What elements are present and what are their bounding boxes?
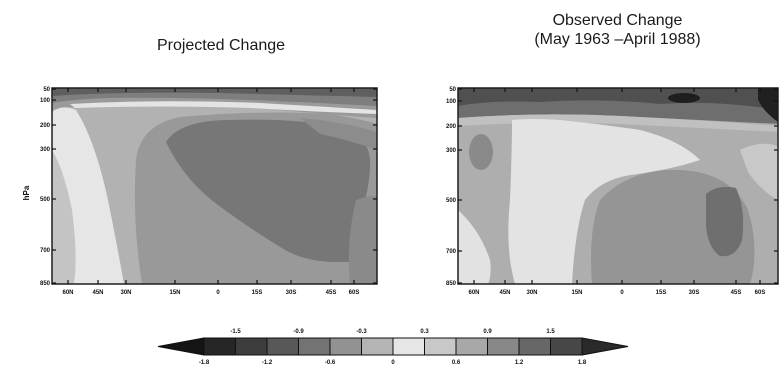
y-tick-label: 850 — [446, 281, 457, 287]
colorbar-segment — [550, 337, 583, 356]
colorbar-segment — [235, 337, 268, 356]
projected-frame — [51, 87, 378, 285]
colorbar-segment — [518, 337, 551, 356]
projected-ticks: 60N 45N 30N 15N 0 15S 30S 45S 60S 50 100 200 300 500 7… — [40, 87, 377, 296]
observed-frame — [457, 87, 779, 285]
colorbar-label-top: -0.3 — [356, 329, 367, 335]
observed-contour-fills — [458, 88, 778, 284]
contour-strat-light — [458, 114, 778, 132]
contour-dark-corner — [758, 88, 778, 122]
x-tick-label: 45N — [499, 290, 510, 296]
colorbar-label-bottom: 1.2 — [515, 360, 524, 366]
y-tick-label: 100 — [40, 98, 51, 104]
contour-right-edge — [348, 196, 377, 284]
observed-change-panel: 60N 45N 30N 15N 0 15S 30S 45S 60S 50 100 200 300 500 7… — [446, 87, 779, 296]
colorbar-label-bottom: 1.8 — [578, 360, 587, 366]
x-tick-label: 30S — [689, 290, 700, 296]
colorbar-segment — [455, 337, 488, 356]
contour-strat-light — [70, 101, 377, 114]
x-tick-label: 45N — [92, 290, 103, 296]
contour-left-edge — [52, 150, 76, 284]
colorbar-segment — [298, 337, 331, 356]
observed-ticks: 60N 45N 30N 15N 0 15S 30S 45S 60S 50 100 200 300 500 7… — [446, 87, 778, 296]
colorbar-label-bottom: 0 — [391, 360, 395, 366]
colorbar-arrow-left — [157, 337, 205, 356]
contour-upper-right — [740, 143, 778, 200]
y-tick-label: 50 — [449, 87, 456, 93]
x-tick-label: 60N — [62, 290, 73, 296]
contour-strat-2 — [458, 88, 778, 110]
colorbar-segment — [487, 337, 520, 356]
x-tick-label: 30N — [120, 290, 131, 296]
projected-contour-fills — [52, 88, 377, 284]
projected-change-title: Projected Change — [156, 37, 286, 54]
colorbar-segment — [266, 337, 299, 356]
x-tick-label: 15N — [169, 290, 180, 296]
observed-change-title-block: Observed Change (May 1963 –April 1988) — [455, 11, 780, 49]
y-tick-label: 200 — [40, 123, 51, 129]
contour-strat-3 — [52, 88, 377, 97]
observed-change-period: (May 1963 –April 1988) — [534, 31, 701, 48]
colorbar-label-top: -0.9 — [293, 329, 304, 335]
x-tick-label: 60S — [755, 290, 766, 296]
colorbar-label-top: 0.3 — [420, 329, 429, 335]
colorbar-arrow-right — [581, 337, 629, 356]
y-tick-label: 50 — [43, 87, 50, 93]
x-tick-label: 45S — [731, 290, 742, 296]
colorbar: -1.5 -0.9 -0.3 0.3 0.9 1.5 -1.8 -1.2 -0.6 0 0.6 1.… — [157, 329, 629, 366]
colorbar-label-bottom: -1.2 — [262, 360, 273, 366]
x-tick-label: 45S — [326, 290, 337, 296]
contour-dark-core — [166, 119, 371, 263]
colorbar-segment — [392, 337, 425, 356]
observed-change-title: Observed Change — [552, 12, 683, 29]
y-tick-label: 700 — [40, 248, 51, 254]
x-tick-label: 60S — [349, 290, 360, 296]
contour-dark-core — [706, 186, 744, 257]
contour-dark-blob — [469, 134, 493, 170]
x-tick-label: 15S — [252, 290, 263, 296]
colorbar-segment — [424, 337, 457, 356]
x-tick-label: 30S — [286, 290, 297, 296]
colorbar-label-bottom: -0.6 — [325, 360, 336, 366]
contour-upper-right — [300, 118, 377, 150]
colorbar-segment — [203, 337, 236, 356]
x-tick-label: 0 — [216, 290, 220, 296]
y-axis-label: hPa — [22, 185, 31, 200]
x-tick-label: 15S — [656, 290, 667, 296]
x-tick-label: 0 — [620, 290, 624, 296]
y-tick-label: 200 — [446, 124, 457, 130]
colorbar-segment — [361, 337, 394, 356]
colorbar-bottom-labels: -1.8 -1.2 -0.6 0 0.6 1.2 1.8 — [199, 360, 587, 366]
x-tick-label: 15N — [571, 290, 582, 296]
y-tick-label: 100 — [446, 99, 457, 105]
colorbar-label-bottom: -1.8 — [199, 360, 210, 366]
colorbar-label-top: 0.9 — [483, 329, 492, 335]
colorbar-segment — [329, 337, 362, 356]
y-tick-label: 500 — [446, 198, 457, 204]
colorbar-label-bottom: 0.6 — [452, 360, 461, 366]
x-tick-label: 30N — [526, 290, 537, 296]
y-tick-label: 700 — [446, 249, 457, 255]
contour-light-column — [508, 119, 700, 284]
y-tick-label: 500 — [40, 197, 51, 203]
colorbar-label-top: 1.5 — [546, 329, 555, 335]
contour-light-lowerleft — [458, 210, 491, 284]
colorbar-label-top: -1.5 — [230, 329, 241, 335]
projected-change-panel: 60N 45N 30N 15N 0 15S 30S 45S 60S 50 100 200 300 500 7… — [40, 87, 378, 296]
contour-dark-cell — [668, 93, 700, 103]
y-tick-label: 850 — [40, 281, 51, 287]
colorbar-top-labels: -1.5 -0.9 -0.3 0.3 0.9 1.5 — [230, 329, 555, 335]
colorbar-segments — [157, 337, 629, 356]
y-tick-label: 300 — [40, 147, 51, 153]
x-tick-label: 60N — [468, 290, 479, 296]
y-tick-label: 300 — [446, 148, 457, 154]
